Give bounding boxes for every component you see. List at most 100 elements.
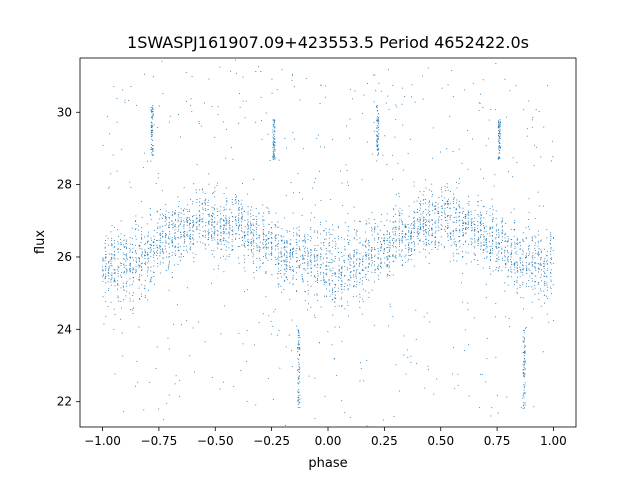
data-point	[498, 256, 500, 258]
x-axis-label: phase	[308, 456, 347, 471]
data-point	[453, 197, 455, 199]
data-point	[317, 230, 318, 232]
data-point	[159, 272, 161, 274]
data-point	[252, 219, 254, 220]
data-point	[528, 268, 530, 270]
data-point	[246, 223, 248, 225]
data-point	[138, 265, 140, 267]
data-point	[405, 254, 407, 256]
data-point	[297, 173, 299, 175]
data-point	[169, 256, 171, 257]
data-point	[152, 254, 154, 256]
data-point	[204, 243, 206, 245]
data-point	[478, 237, 480, 239]
data-point	[499, 149, 500, 151]
data-point	[437, 210, 439, 212]
data-point	[326, 274, 328, 276]
data-point	[508, 318, 510, 319]
data-point	[329, 282, 331, 284]
data-point	[193, 230, 195, 232]
data-point	[348, 256, 350, 258]
data-point	[502, 219, 504, 221]
data-point	[168, 227, 169, 228]
data-point	[474, 227, 476, 228]
data-point	[296, 257, 298, 259]
data-point	[459, 219, 461, 221]
data-point	[435, 202, 437, 203]
data-point	[259, 248, 261, 250]
data-point	[498, 132, 500, 134]
data-point	[335, 245, 337, 247]
data-point	[152, 241, 154, 243]
data-point	[255, 121, 257, 123]
data-point	[341, 305, 343, 306]
data-point	[169, 262, 170, 264]
data-point	[284, 279, 285, 281]
data-point	[341, 284, 343, 285]
data-point	[199, 201, 201, 203]
data-point	[395, 240, 397, 242]
data-point	[117, 283, 119, 285]
data-point	[117, 283, 118, 285]
data-point	[314, 204, 316, 206]
data-point	[551, 140, 553, 142]
data-point	[540, 259, 542, 261]
data-point	[383, 225, 385, 226]
data-point	[392, 261, 394, 262]
data-point	[204, 236, 206, 238]
data-point	[367, 240, 369, 242]
data-point	[165, 234, 167, 236]
data-point	[398, 235, 400, 237]
data-point	[151, 117, 153, 119]
data-point	[286, 231, 288, 233]
data-point	[524, 392, 526, 393]
data-point	[235, 220, 237, 222]
data-point	[183, 210, 184, 212]
data-point	[263, 212, 264, 214]
data-point	[389, 270, 391, 272]
data-point	[522, 336, 524, 338]
data-point	[126, 280, 128, 282]
data-point	[283, 268, 285, 270]
data-point	[188, 230, 190, 232]
data-point	[108, 260, 110, 262]
data-point	[496, 225, 497, 227]
data-point	[510, 211, 512, 213]
data-point	[223, 231, 225, 233]
data-point	[364, 245, 366, 247]
data-point	[485, 297, 487, 299]
data-point	[482, 249, 484, 250]
data-point	[129, 237, 131, 239]
data-point	[398, 214, 400, 216]
data-point	[422, 194, 424, 196]
data-point	[273, 147, 275, 149]
data-point	[364, 241, 366, 243]
data-point	[519, 242, 521, 244]
data-point	[495, 260, 497, 262]
data-point	[453, 241, 455, 243]
data-point	[368, 263, 370, 265]
data-point	[135, 266, 137, 268]
data-point	[514, 272, 516, 274]
data-point	[105, 254, 107, 255]
data-point	[329, 270, 331, 272]
data-point	[550, 257, 552, 259]
data-point	[535, 270, 537, 271]
data-point	[177, 304, 178, 306]
data-point	[511, 276, 512, 278]
data-point	[461, 162, 463, 164]
data-point	[449, 232, 451, 234]
data-point	[470, 211, 472, 213]
data-point	[378, 152, 379, 154]
data-point	[417, 229, 419, 231]
data-point	[468, 243, 469, 245]
data-point	[110, 253, 112, 255]
data-point	[216, 208, 218, 210]
data-point	[241, 217, 242, 219]
data-point	[356, 259, 358, 261]
data-point	[420, 227, 421, 229]
data-point	[286, 230, 288, 231]
data-point	[505, 266, 507, 268]
data-point	[310, 259, 312, 261]
data-point	[105, 263, 107, 265]
